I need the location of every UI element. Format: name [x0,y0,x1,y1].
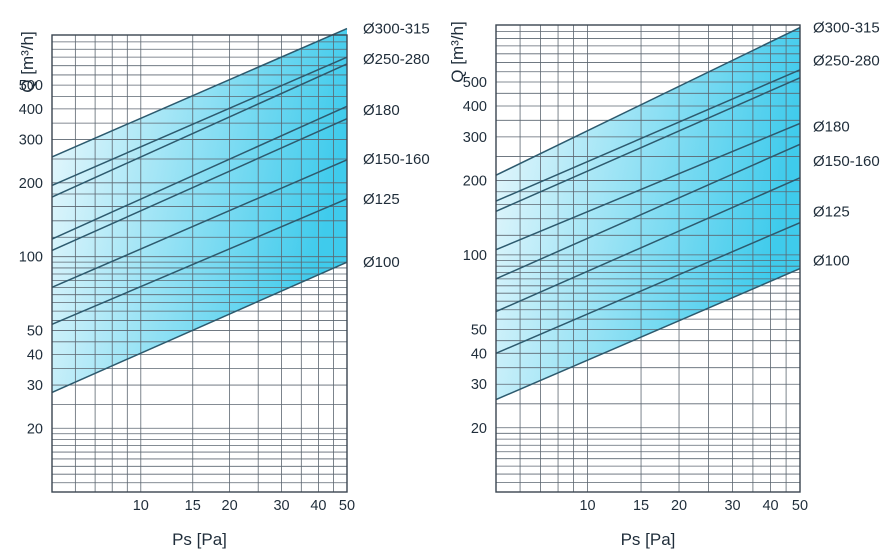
series-line [495,26,801,176]
series-line [51,198,348,326]
chart-left: 10 15 20 30 40 50 20 30 40 50 100 200 300 400 500 Ps [P… [18,21,430,549]
plot-frame [51,34,348,493]
x-tick-label: 40 [762,498,778,514]
y-tick-label: 400 [19,102,43,118]
x-tick-label: 20 [222,498,238,514]
y-tick-label: 40 [27,347,43,363]
series-line [51,63,348,198]
y-tick-label: 300 [463,130,487,146]
y-tick-label: 100 [19,250,43,266]
operating-band [52,28,347,393]
series-line [495,69,801,202]
grid [52,35,347,492]
y-tick-label: 200 [19,176,43,192]
x-tick-label: 15 [185,498,201,514]
x-tick-label: 20 [671,498,687,514]
series-line [495,267,801,401]
y-tick-label: 500 [463,75,487,91]
y-tick-label: 20 [471,421,487,437]
diameter-label: Ø125 [363,191,400,208]
diameter-label: Ø250-280 [813,53,880,70]
operating-band [496,27,800,400]
y-tick-label: 200 [463,173,487,189]
y-axis-title: Q [m³/h] [448,21,467,82]
y-tick-label: 50 [27,324,43,340]
y-tick-label: 300 [19,133,43,149]
chart-right: 10 15 20 30 40 50 20 30 40 50 100 200 300 400 500 Ps [P… [448,20,880,549]
y-tick-label: 30 [471,377,487,393]
series-line [495,177,801,313]
y-axis-title: Q [m³/h] [18,31,37,92]
x-tick-label: 50 [339,498,355,514]
y-tick-label: 500 [19,78,43,94]
x-tick-label: 30 [273,498,289,514]
x-tick-label: 15 [633,498,649,514]
diameter-label: Ø180 [813,119,850,136]
series-line [51,27,348,158]
y-tick-label: 100 [463,248,487,264]
diameter-label: Ø180 [363,102,400,119]
series-line [495,77,801,213]
y-tick-label: 20 [27,421,43,437]
x-tick-label: 40 [310,498,326,514]
series-line [495,122,801,251]
y-tick-label: 40 [471,346,487,362]
grid [496,25,800,492]
x-tick-label: 10 [133,498,149,514]
diameter-label: Ø100 [813,252,850,269]
series-line [51,105,348,240]
x-axis-title: Ps [Pa] [621,530,676,549]
diameter-label: Ø300-315 [363,21,430,38]
diameter-label: Ø150-160 [363,151,430,168]
series-line [51,56,348,187]
series-line [495,221,801,355]
x-tick-label: 10 [579,498,595,514]
series-line [495,143,801,280]
plot-frame [495,24,801,493]
diameter-label: Ø100 [363,254,400,271]
y-tick-label: 400 [463,99,487,115]
diameter-label: Ø250-280 [363,51,430,68]
series-line [51,261,348,394]
diameter-label: Ø125 [813,203,850,220]
series-line [51,117,348,252]
x-tick-label: 30 [724,498,740,514]
x-axis-title: Ps [Pa] [172,530,227,549]
series-line [51,159,348,289]
y-tick-label: 50 [471,322,487,338]
x-tick-label: 50 [792,498,808,514]
y-tick-label: 30 [27,378,43,394]
diameter-label: Ø150-160 [813,153,880,170]
diameter-label: Ø300-315 [813,20,880,37]
